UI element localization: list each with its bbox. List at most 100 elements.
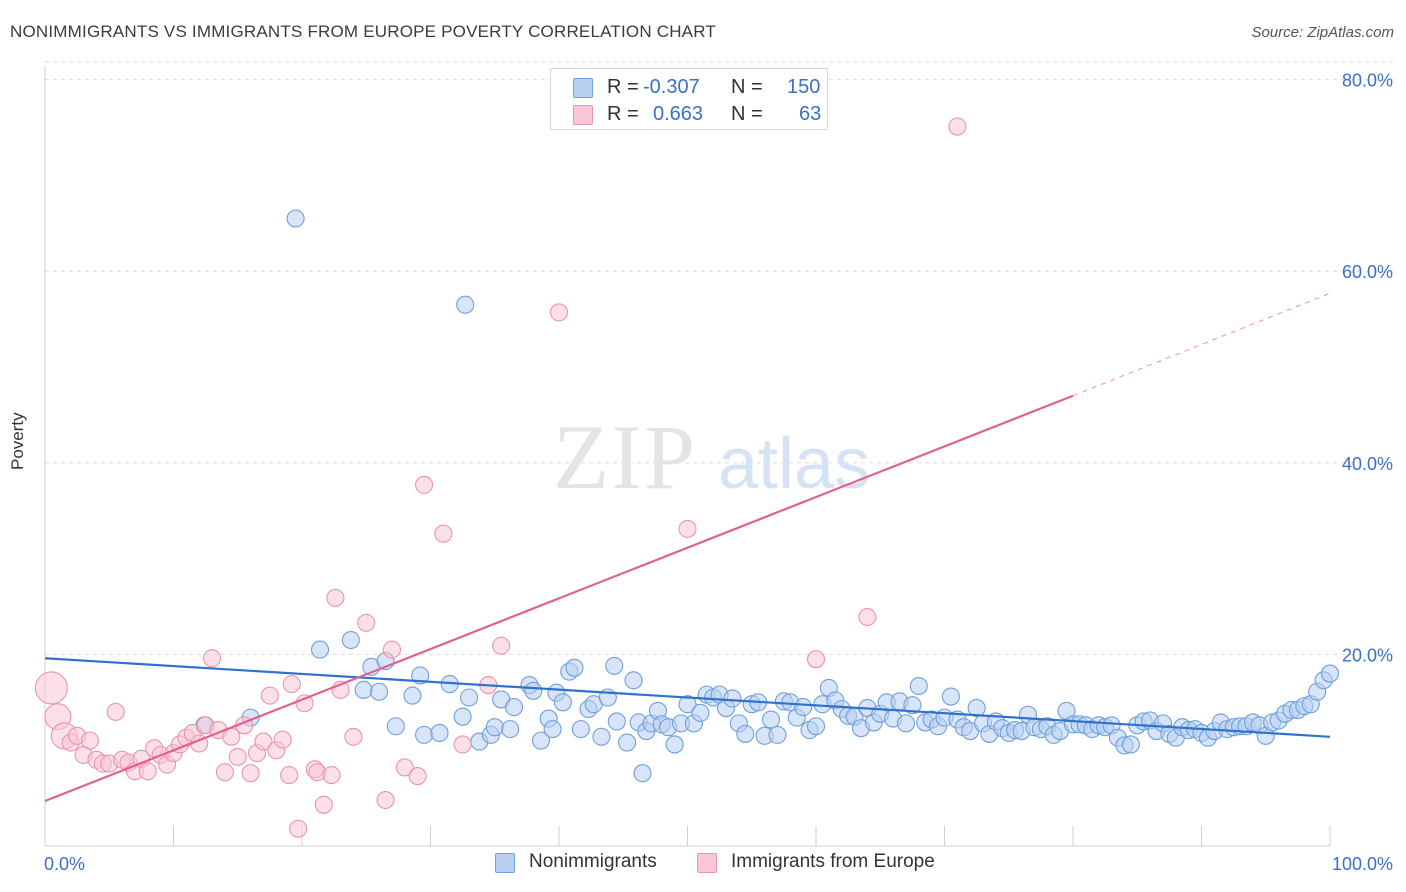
data-point — [415, 725, 434, 744]
data-point — [34, 671, 68, 705]
watermark-zip: ZIP — [553, 406, 697, 508]
data-point — [310, 640, 330, 659]
data-point — [382, 640, 402, 659]
data-point — [203, 649, 222, 668]
data-point — [228, 747, 247, 766]
data-point — [289, 819, 308, 838]
data-point — [909, 676, 928, 696]
data-point — [948, 117, 967, 136]
data-point — [408, 767, 427, 786]
data-point — [723, 689, 742, 708]
y-tick-label: 60.0% — [1342, 262, 1393, 282]
legend-label: Immigrants from Europe — [731, 851, 935, 872]
data-point — [768, 725, 787, 744]
r-value: -0.307 — [643, 76, 700, 98]
n-value: 63 — [799, 103, 822, 125]
data-point — [395, 758, 414, 777]
data-point — [286, 209, 305, 228]
trend-line-immigrants-extension — [1072, 292, 1331, 397]
data-point — [903, 696, 922, 715]
y-tick-label: 80.0% — [1342, 71, 1393, 91]
data-point — [605, 656, 624, 675]
series-nonimmigrants — [195, 209, 1340, 783]
data-point — [273, 730, 292, 749]
data-point — [691, 703, 710, 722]
n-value: 150 — [787, 76, 821, 98]
data-point — [896, 714, 916, 733]
trend-lines — [44, 292, 1331, 802]
data-point — [553, 693, 572, 712]
chart-title: NONIMMIGRANTS VS IMMIGRANTS FROM EUROPE … — [10, 22, 716, 41]
data-point — [456, 295, 475, 314]
legend-label: Nonimmigrants — [529, 851, 657, 872]
data-point — [678, 519, 697, 538]
data-point — [459, 688, 479, 707]
n-label: N = — [731, 103, 763, 125]
data-point — [571, 720, 590, 739]
data-point — [941, 687, 960, 706]
blue-swatch — [573, 78, 593, 98]
data-point — [386, 717, 405, 736]
data-point — [282, 675, 301, 694]
data-point — [678, 695, 697, 714]
data-point — [254, 732, 273, 751]
data-point — [858, 607, 877, 627]
data-point — [326, 588, 345, 607]
data-point — [80, 731, 100, 750]
data-point — [1121, 735, 1140, 754]
data-point — [415, 475, 434, 494]
data-point — [543, 720, 562, 739]
data-point — [106, 702, 125, 721]
x-tick-label: 0.0% — [44, 854, 85, 874]
data-point — [531, 731, 551, 750]
r-label: R = — [607, 103, 639, 125]
data-point — [501, 720, 520, 739]
data-point — [549, 303, 569, 322]
data-point — [241, 764, 260, 783]
data-point — [411, 666, 430, 685]
data-point — [322, 766, 341, 785]
data-point — [215, 763, 234, 782]
data-point — [354, 680, 373, 699]
data-point — [280, 766, 299, 785]
x-tick-label: 100.0% — [1332, 854, 1393, 874]
pink-swatch — [573, 105, 593, 125]
data-point — [633, 764, 652, 783]
y-tick-label: 40.0% — [1342, 454, 1393, 474]
data-point — [403, 686, 422, 705]
trend-line-nonimmigrants — [44, 657, 1331, 738]
data-point — [761, 710, 781, 729]
r-value: 0.663 — [653, 103, 704, 125]
data-point — [344, 727, 363, 746]
data-point — [806, 717, 826, 736]
data-point — [592, 727, 611, 746]
stats-legend: R = -0.307 N = 150 R = 0.663 N = 63 — [550, 68, 828, 130]
data-point — [453, 707, 472, 726]
data-point — [665, 735, 684, 754]
blue-swatch — [495, 853, 515, 873]
data-point — [1320, 664, 1340, 683]
data-point — [376, 790, 395, 810]
data-point — [314, 795, 333, 814]
trend-line-immigrants — [44, 394, 1074, 802]
watermark: ZIP atlas — [553, 406, 870, 508]
n-label: N = — [731, 76, 763, 98]
data-point — [434, 524, 453, 543]
data-point — [370, 682, 389, 701]
chart-source: Source: ZipAtlas.com — [1251, 24, 1394, 41]
tick-labels: 20.0% 40.0% 60.0% 80.0% 0.0% 100.0% — [44, 71, 1393, 874]
data-point — [504, 698, 524, 717]
watermark-atlas: atlas — [718, 424, 870, 504]
series-immigrants-from-europe — [34, 117, 967, 838]
data-point — [607, 712, 626, 731]
data-point — [624, 671, 643, 690]
data-point — [453, 735, 472, 754]
data-point — [967, 698, 986, 718]
data-point — [357, 613, 376, 632]
y-axis-label: Poverty — [8, 412, 27, 470]
pink-swatch — [697, 853, 717, 873]
data-point — [618, 733, 637, 752]
data-point — [295, 694, 314, 713]
data-point — [485, 718, 504, 737]
